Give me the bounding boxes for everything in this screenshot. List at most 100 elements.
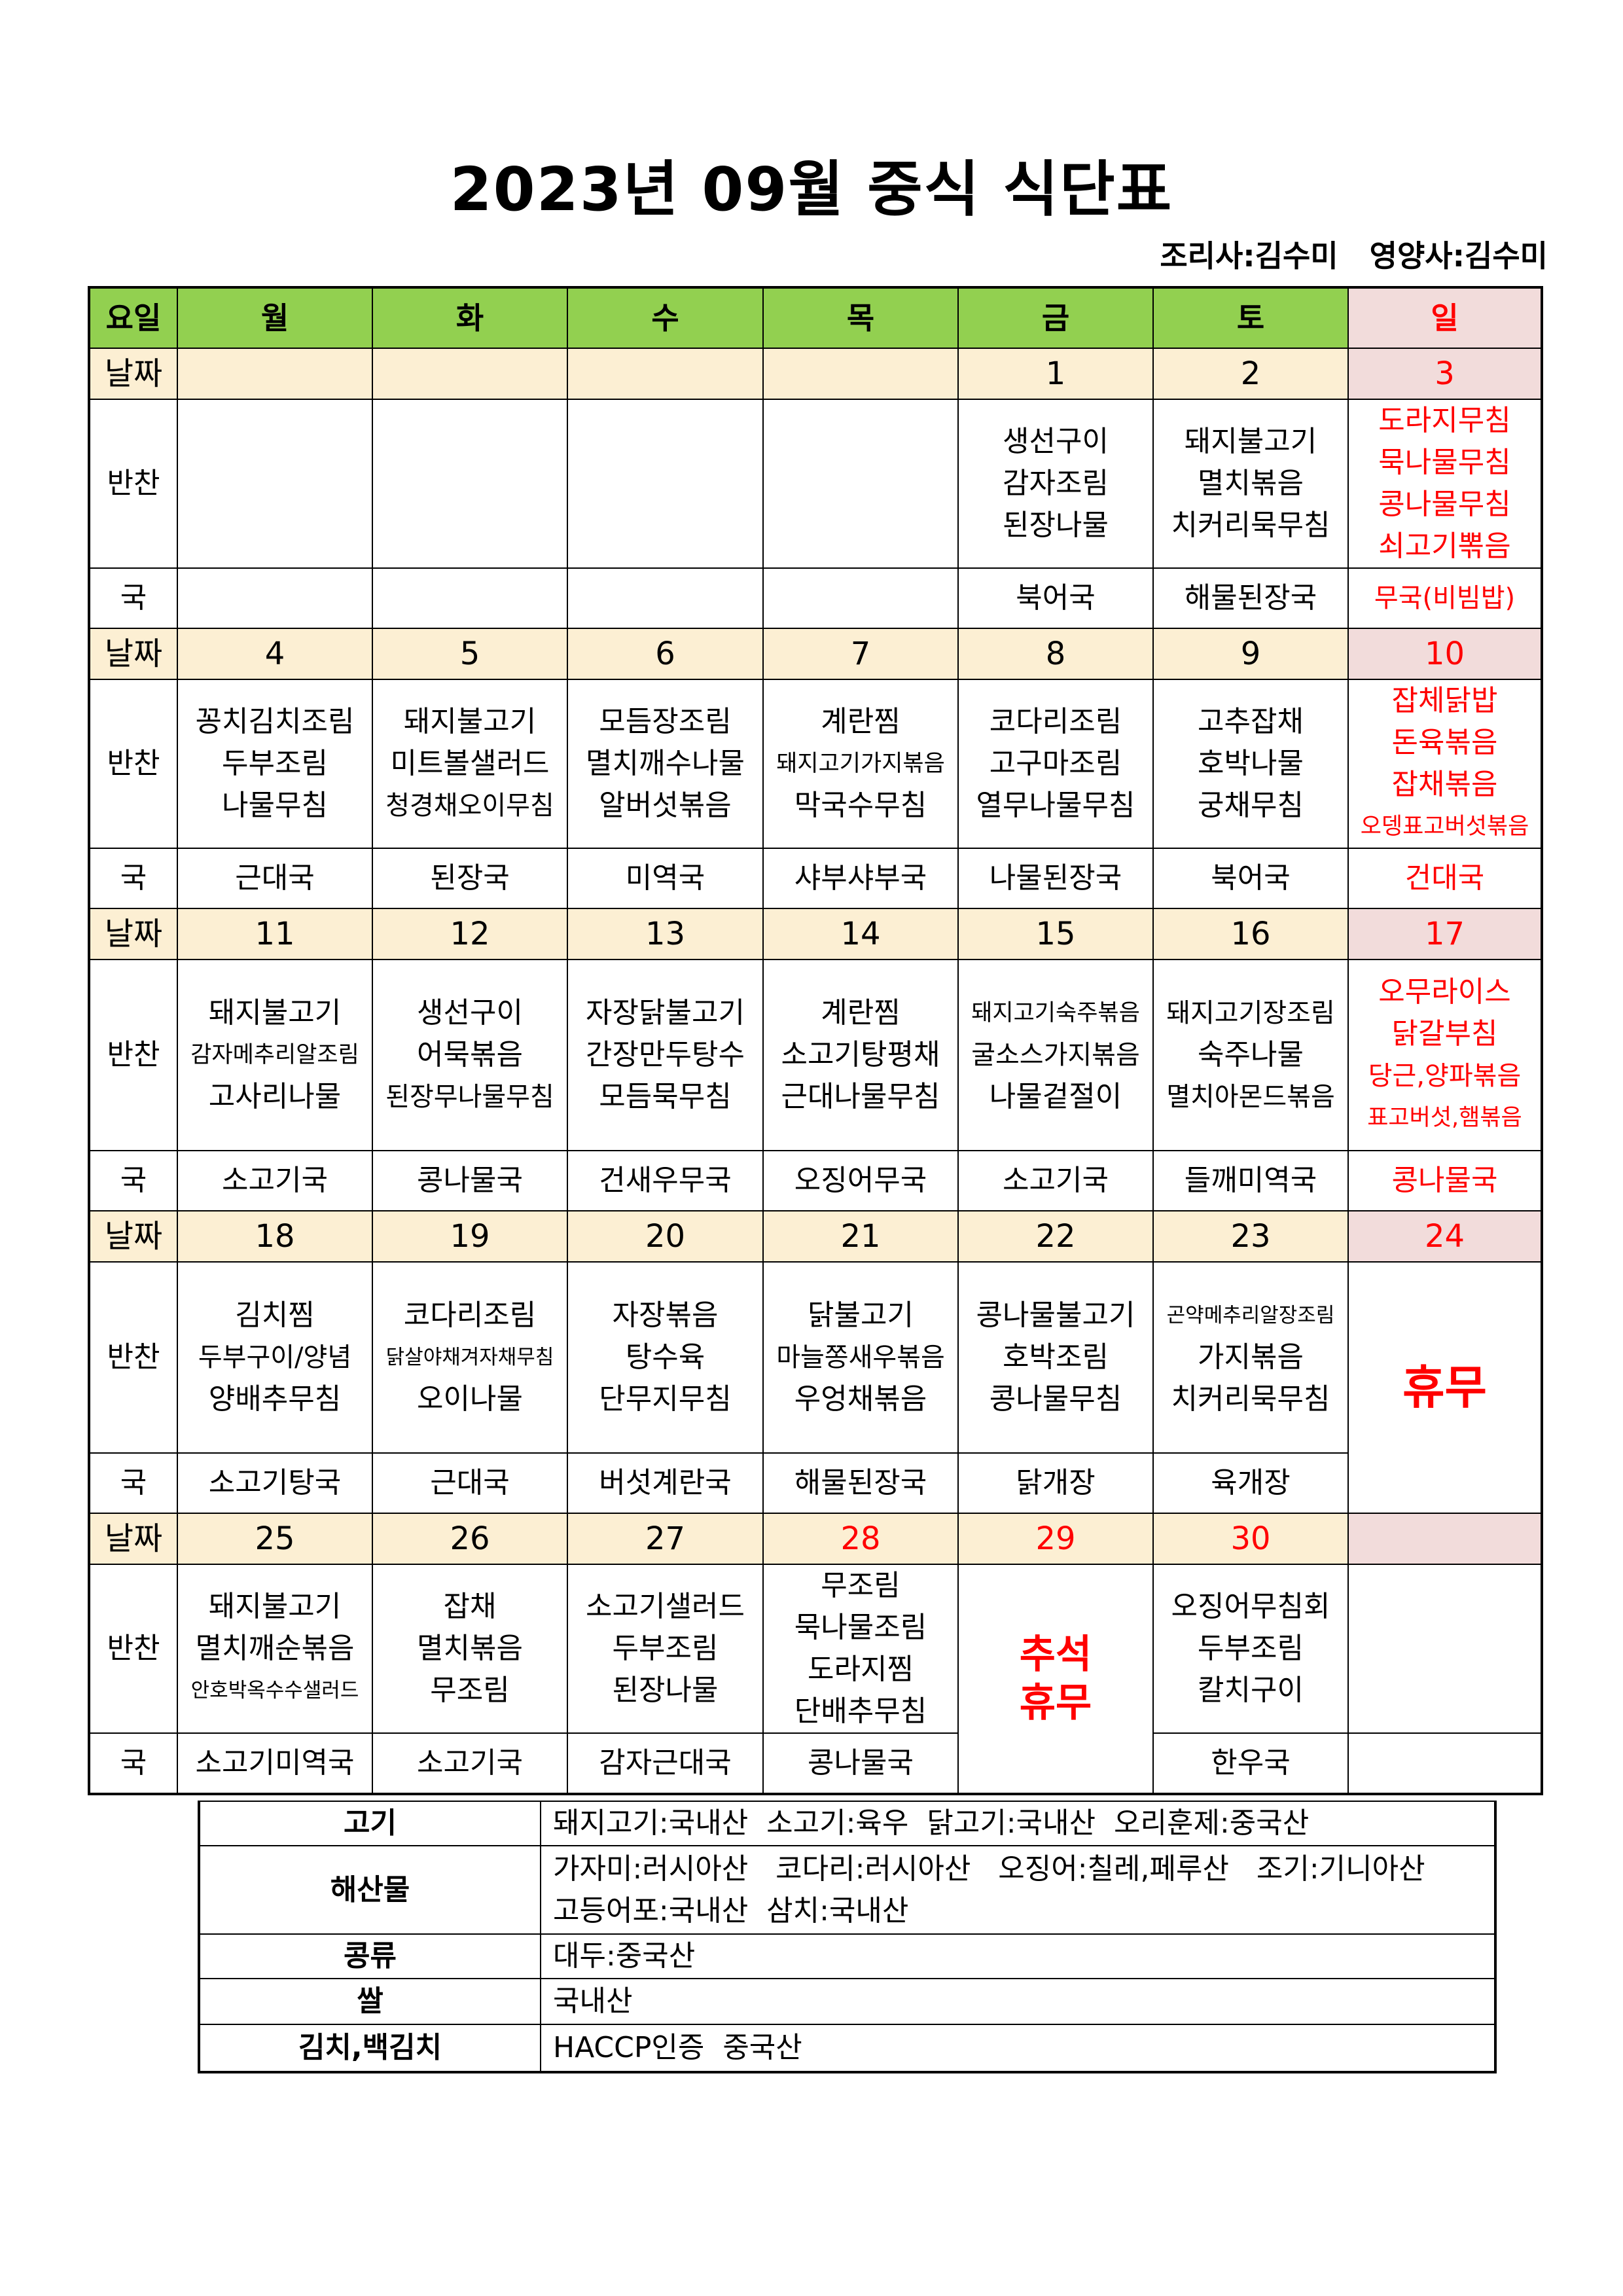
- page-title: 2023년 09월 중식 식단표: [450, 154, 1173, 224]
- weekday-sat: 토: [1152, 287, 1349, 349]
- banchan-cell: 잡채 멸치볶음 무조림: [372, 1564, 568, 1734]
- soup-cell: 해물된장국: [1152, 567, 1349, 629]
- cook-name: 조리사:김수미: [1160, 238, 1338, 274]
- banchan-cell: 계란찜 돼지고기가지볶음 막국수무침: [762, 679, 959, 849]
- soup-cell: [567, 567, 764, 629]
- soup-cell: [372, 567, 568, 629]
- soup-label: 국: [88, 1732, 178, 1795]
- dish-item: 소고기샐러드: [586, 1590, 745, 1623]
- origin-text: HACCP인증 중국산: [553, 2031, 802, 2064]
- soup-cell: 콩나물국: [1347, 1150, 1543, 1211]
- date-row: 날짜 25 26 27 28 29 30: [88, 1513, 1543, 1565]
- soup-cell: 들깨미역국: [1152, 1150, 1349, 1211]
- date-cell: [1347, 1513, 1543, 1565]
- dish-item: 안호박옥수수샐러드: [190, 1679, 359, 1702]
- dish-item: 멸치깨수나물: [586, 747, 745, 780]
- dish-item: 계란찜: [821, 996, 901, 1030]
- dish-item: 잡채: [443, 1590, 497, 1623]
- weekday-wed: 수: [567, 287, 764, 349]
- dish-item: 막국수무침: [794, 789, 927, 822]
- date-cell: 12: [372, 908, 568, 960]
- date-cell: 23: [1152, 1210, 1349, 1263]
- soup-cell: 소고기국: [957, 1150, 1154, 1211]
- dish-item: 탕수육: [625, 1340, 705, 1374]
- date-cell: 19: [372, 1210, 568, 1263]
- dish-item: 감자메추리알조림: [190, 1042, 359, 1068]
- holiday-closed-cell: 추석 휴무: [957, 1564, 1154, 1795]
- dish-item: 멸치볶음: [417, 1632, 523, 1665]
- origin-row: 쌀 국내산: [198, 1978, 1496, 2025]
- dish-item: 고사리나물: [208, 1080, 342, 1113]
- date-cell: [177, 348, 373, 400]
- banchan-cell: 돼지불고기 감자메추리알조림 고사리나물: [177, 959, 373, 1151]
- date-cell: [567, 348, 764, 400]
- banchan-label: 반찬: [88, 1261, 178, 1454]
- banchan-cell: [177, 399, 373, 569]
- soup-cell: 해물된장국: [762, 1452, 959, 1514]
- origin-text: 가자미:러시아산 코다리:러시아산 오징어:칠레,페루산 조기:기니아산: [553, 1852, 1425, 1886]
- banchan-cell: 돼지불고기 멸치볶음 치커리묵무침: [1152, 399, 1349, 569]
- weekday-mon: 월: [177, 287, 373, 349]
- holiday-text: 휴무: [1402, 1361, 1487, 1414]
- dish-item: 콩나물무침: [989, 1382, 1122, 1416]
- dish-item: 묵나물조림: [794, 1611, 927, 1644]
- dish-item: 나물무침: [222, 789, 328, 822]
- banchan-cell: 오징어무침회 두부조림 칼치구이: [1152, 1564, 1349, 1734]
- dish-item: 숙주나물: [1198, 1038, 1304, 1071]
- dish-item: 단배추무침: [794, 1695, 927, 1728]
- soup-cell: 미역국: [567, 848, 764, 909]
- dish-item: 고구마조림: [989, 747, 1122, 780]
- date-row: 날짜 4 5 6 7 8 9 10: [88, 628, 1543, 680]
- dish-item: 간장만두탕수: [586, 1038, 745, 1071]
- origin-text: 대두:중국산: [553, 1939, 696, 1973]
- dish-item: 멸치아몬드볶음: [1166, 1082, 1335, 1112]
- date-cell: 18: [177, 1210, 373, 1263]
- date-label: 날짜: [88, 628, 178, 680]
- soup-cell: 무국(비빔밥): [1347, 567, 1543, 629]
- soup-cell: 콩나물국: [762, 1732, 959, 1795]
- banchan-label: 반찬: [88, 679, 178, 849]
- soup-cell: 콩나물국: [372, 1150, 568, 1211]
- date-cell: [372, 348, 568, 400]
- origin-item: 해산물: [198, 1845, 541, 1935]
- weekday-fri: 금: [957, 287, 1154, 349]
- date-cell: 24: [1347, 1210, 1543, 1263]
- date-cell: 20: [567, 1210, 764, 1263]
- dish-item: 돼지불고기: [1184, 425, 1317, 458]
- soup-cell: 소고기미역국: [177, 1732, 373, 1795]
- dish-item: 김치찜: [235, 1299, 315, 1332]
- banchan-cell: 자장닭불고기 간장만두탕수 모듬묵무침: [567, 959, 764, 1151]
- soup-cell: 북어국: [1152, 848, 1349, 909]
- dish-item: 호박조림: [1003, 1340, 1109, 1374]
- origin-row: 해산물 가자미:러시아산 코다리:러시아산 오징어:칠레,페루산 조기:기니아산 고…: [198, 1845, 1496, 1935]
- banchan-cell: 돼지불고기 미트볼샐러드 청경채오이무침: [372, 679, 568, 849]
- soup-cell: [762, 567, 959, 629]
- weekday-thu: 목: [762, 287, 959, 349]
- dish-item: 콩나물무침: [1378, 488, 1511, 521]
- banchan-label: 반찬: [88, 1564, 178, 1734]
- dish-item: 미트볼샐러드: [390, 747, 550, 780]
- banchan-cell: 잡체닭밥 돈육볶음 잡채볶음 오뎅표고버섯볶음: [1347, 679, 1543, 849]
- origin-row: 콩류 대두:중국산: [198, 1933, 1496, 1979]
- origin-value: 국내산: [540, 1978, 1496, 2025]
- soup-cell: [177, 567, 373, 629]
- dish-item: 잡체닭밥: [1391, 684, 1498, 717]
- dish-item: 돈육볶음: [1391, 726, 1498, 759]
- dish-item: 두부구이/양념: [198, 1342, 352, 1372]
- dish-item: 코다리조림: [989, 705, 1122, 738]
- banchan-cell: 꽁치김치조림 두부조림 나물무침: [177, 679, 373, 849]
- soup-row: 국 근대국 된장국 미역국 샤부샤부국 나물된장국 북어국 건대국: [88, 848, 1543, 909]
- banchan-cell: 곤약메추리알장조림 가지볶음 치커리묵무침: [1152, 1261, 1349, 1454]
- soup-label: 국: [88, 1150, 178, 1211]
- date-cell: 27: [567, 1513, 764, 1565]
- dish-item: 쇠고기뽂음: [1378, 529, 1511, 563]
- dish-item: 잡채볶음: [1391, 768, 1498, 801]
- dish-item: 돼지불고기: [403, 705, 537, 738]
- dish-item: 곤약메추리알장조림: [1166, 1304, 1335, 1327]
- date-row: 날짜 11 12 13 14 15 16 17: [88, 908, 1543, 960]
- soup-cell: [1347, 1732, 1543, 1795]
- dish-item: 표고버섯,햄볶음: [1367, 1105, 1522, 1131]
- soup-cell: 한우국: [1152, 1732, 1349, 1795]
- soup-cell: 소고기국: [177, 1150, 373, 1211]
- soup-row: 국 소고기미역국 소고기국 감자근대국 콩나물국 한우국: [88, 1732, 1543, 1795]
